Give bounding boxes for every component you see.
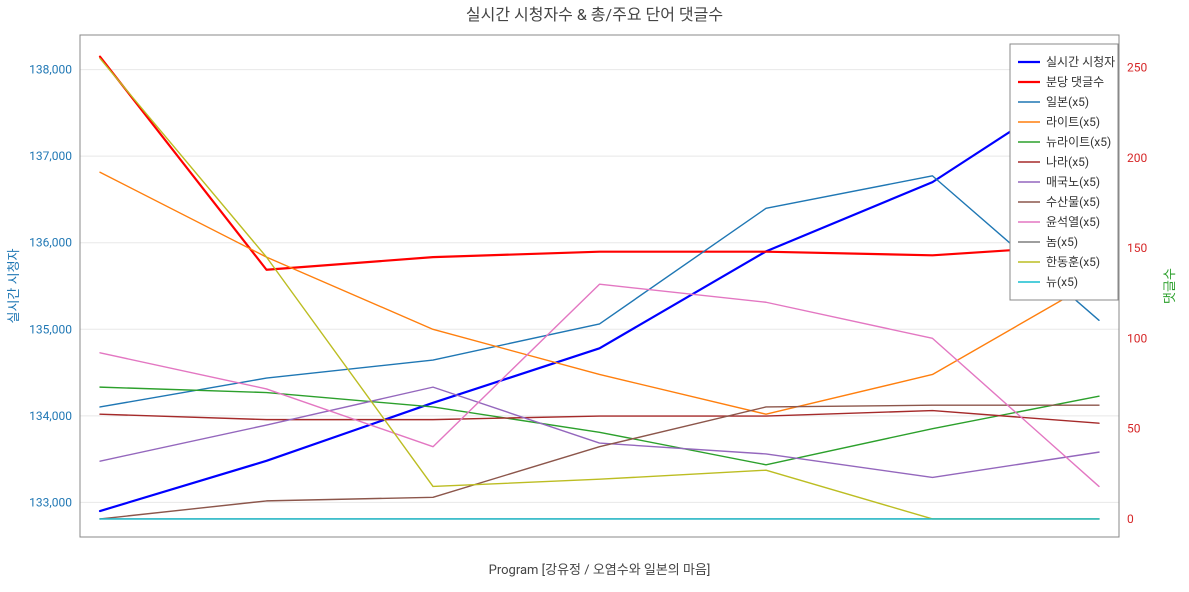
y1-tick-label: 136,000 bbox=[29, 236, 72, 250]
series-line bbox=[100, 387, 1099, 465]
chart-container: 실시간 시청자수 & 총/주요 단어 댓글수 133,000 134,000 135,… bbox=[0, 0, 1189, 592]
y2-tick-label: 100 bbox=[1127, 331, 1147, 345]
y2-tick-label: 0 bbox=[1127, 512, 1134, 526]
y2-tick-label: 150 bbox=[1127, 241, 1147, 255]
y1-tick-label: 138,000 bbox=[29, 63, 72, 77]
legend-label: 나라(x5) bbox=[1046, 155, 1089, 169]
y2-tick-label: 250 bbox=[1127, 61, 1147, 75]
legend-label: 윤석열(x5) bbox=[1046, 215, 1100, 229]
y1-tick-label: 135,000 bbox=[29, 322, 72, 336]
chart-svg: 실시간 시청자수 & 총/주요 단어 댓글수 133,000 134,000 135,… bbox=[0, 0, 1189, 592]
legend-label: 분당 댓글수 bbox=[1046, 75, 1104, 89]
y1-tick-label: 137,000 bbox=[29, 149, 72, 163]
y1-tick-label: 134,000 bbox=[29, 409, 72, 423]
series-line bbox=[100, 58, 1099, 518]
legend-label: 뉴(x5) bbox=[1046, 275, 1078, 289]
legend-label: 매국노(x5) bbox=[1046, 175, 1100, 189]
y2-tick-label: 200 bbox=[1127, 151, 1147, 165]
plot-border bbox=[80, 35, 1119, 537]
series-line bbox=[100, 405, 1099, 519]
y2-axis-label: 댓글수 bbox=[1163, 268, 1178, 304]
series-line bbox=[100, 411, 1099, 424]
series-line bbox=[100, 176, 1099, 407]
x-axis-label: Program [강유정 / 오염수와 일본의 마음] bbox=[489, 563, 711, 578]
chart-title: 실시간 시청자수 & 총/주요 단어 댓글수 bbox=[466, 5, 723, 24]
legend-label: 한동훈(x5) bbox=[1046, 255, 1100, 269]
series-line bbox=[100, 172, 1099, 414]
legend-label: 뉴라이트(x5) bbox=[1046, 135, 1111, 149]
series-line bbox=[100, 284, 1099, 486]
legend-label: 라이트(x5) bbox=[1046, 115, 1100, 129]
legend-label: 실시간 시청자 bbox=[1046, 55, 1115, 69]
y1-axis-label: 실시간 시청자 bbox=[7, 248, 22, 323]
legend-label: 놈(x5) bbox=[1046, 235, 1078, 249]
legend-label: 일본(x5) bbox=[1046, 95, 1089, 109]
legend-label: 수산물(x5) bbox=[1046, 195, 1100, 209]
series-line bbox=[100, 74, 1099, 511]
y2-tick-label: 50 bbox=[1127, 422, 1141, 436]
y1-tick-label: 133,000 bbox=[29, 495, 72, 509]
